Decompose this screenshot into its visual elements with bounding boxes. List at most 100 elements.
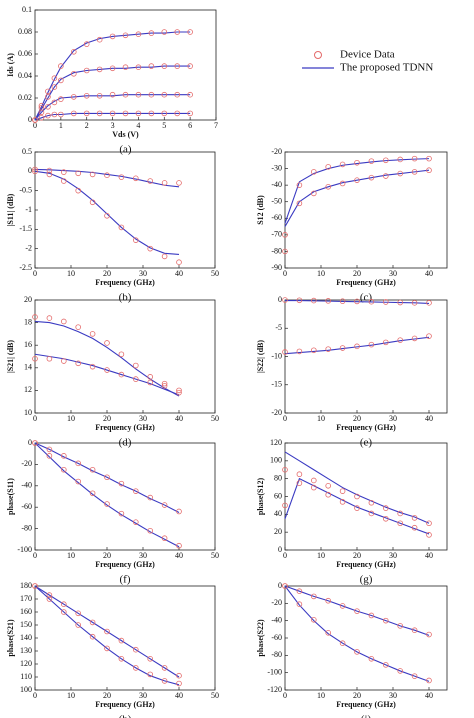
data-point <box>51 111 58 118</box>
model-line <box>284 585 430 682</box>
plot-frame <box>284 442 448 551</box>
data-point <box>75 324 81 330</box>
plot-frame <box>284 299 448 414</box>
x-tick-label: 10 <box>317 691 325 700</box>
x-tick-label: 30 <box>139 414 147 423</box>
model-line <box>34 320 180 397</box>
data-point <box>310 484 317 491</box>
data-point <box>397 156 404 163</box>
y-tick-label: -40 <box>271 615 282 624</box>
data-point <box>122 32 129 39</box>
data-point <box>176 259 182 266</box>
plot-frame <box>284 585 448 691</box>
data-point <box>75 610 81 617</box>
data-point <box>354 493 360 500</box>
data-point <box>426 520 432 527</box>
data-point <box>89 199 96 206</box>
y-tick-label: -40 <box>271 180 282 189</box>
x-tick-label: 20 <box>353 269 361 278</box>
data-point <box>161 502 168 508</box>
data-point <box>397 337 404 343</box>
data-point <box>58 96 64 102</box>
data-point <box>325 164 332 170</box>
y-tick-label: 60 <box>274 491 282 500</box>
data-point <box>296 588 303 594</box>
model-line <box>34 353 180 396</box>
data-point <box>339 640 346 646</box>
panel-caption: (i) <box>361 714 372 718</box>
data-point <box>96 110 103 117</box>
y-tick-label: 160 <box>20 607 32 616</box>
data-point <box>118 174 125 180</box>
x-tick-label: 40 <box>175 691 183 700</box>
data-point <box>70 48 77 55</box>
data-point <box>83 67 90 74</box>
data-point <box>32 168 38 175</box>
model-line <box>34 585 180 678</box>
y-tick-label: -2 <box>25 243 32 252</box>
data-point <box>147 655 154 662</box>
y-tick-label: 120 <box>270 438 282 447</box>
y-tick-label: 0 <box>278 295 282 304</box>
panel-caption: (d) <box>119 437 132 449</box>
data-point <box>135 110 142 117</box>
data-point <box>83 41 90 47</box>
x-tick-label: 7 <box>214 121 218 130</box>
data-point <box>310 347 317 354</box>
y-axis-label: |S21| (dB) <box>6 340 15 373</box>
data-point <box>397 520 404 527</box>
data-point <box>96 66 103 73</box>
data-point <box>58 63 64 69</box>
model-line <box>34 585 180 686</box>
data-point <box>397 299 404 306</box>
x-tick-label: 4 <box>136 121 140 130</box>
data-point <box>38 109 45 116</box>
legend-label: Device Data <box>340 49 395 61</box>
data-point <box>325 491 332 498</box>
data-point <box>354 159 360 166</box>
data-point <box>411 627 418 633</box>
data-point <box>104 645 110 652</box>
data-point <box>397 668 404 674</box>
y-axis-label: phase(S21) <box>6 619 15 657</box>
x-axis-label: Frequency (GHz) <box>95 560 155 569</box>
data-point <box>282 466 288 473</box>
data-point <box>411 335 418 342</box>
y-axis-label: |S11| (dB) <box>6 193 15 226</box>
data-point <box>122 91 129 98</box>
x-axis-label: Frequency (GHz) <box>95 278 155 287</box>
data-point <box>339 603 346 609</box>
x-tick-label: 10 <box>67 269 75 278</box>
data-point <box>411 524 418 531</box>
x-tick-label: 50 <box>211 691 219 700</box>
data-point <box>45 94 51 100</box>
x-tick-label: 30 <box>389 269 397 278</box>
data-point <box>397 623 404 629</box>
x-tick-label: 30 <box>139 691 147 700</box>
x-tick-label: 20 <box>103 269 111 278</box>
panel-caption: (g) <box>360 574 373 586</box>
y-tick-label: 140 <box>20 633 32 642</box>
model-line <box>34 94 191 121</box>
data-point <box>339 345 346 351</box>
x-tick-label: 0 <box>33 691 37 700</box>
data-point <box>161 180 168 186</box>
model-line <box>284 451 430 524</box>
x-tick-label: 40 <box>425 269 433 278</box>
data-point <box>135 91 142 98</box>
data-point <box>282 232 288 238</box>
y-tick-label: 100 <box>20 685 32 694</box>
plot-frame <box>284 151 448 269</box>
data-point <box>70 110 77 117</box>
y-axis-label: Ids (A) <box>6 53 15 77</box>
data-point <box>70 71 77 77</box>
data-point <box>70 94 77 100</box>
data-point <box>382 662 389 668</box>
data-point <box>109 65 116 72</box>
data-point <box>187 29 193 35</box>
data-point <box>296 601 303 607</box>
data-point <box>133 175 139 182</box>
data-point <box>46 592 53 598</box>
x-tick-label: 40 <box>175 269 183 278</box>
data-point <box>282 502 288 509</box>
